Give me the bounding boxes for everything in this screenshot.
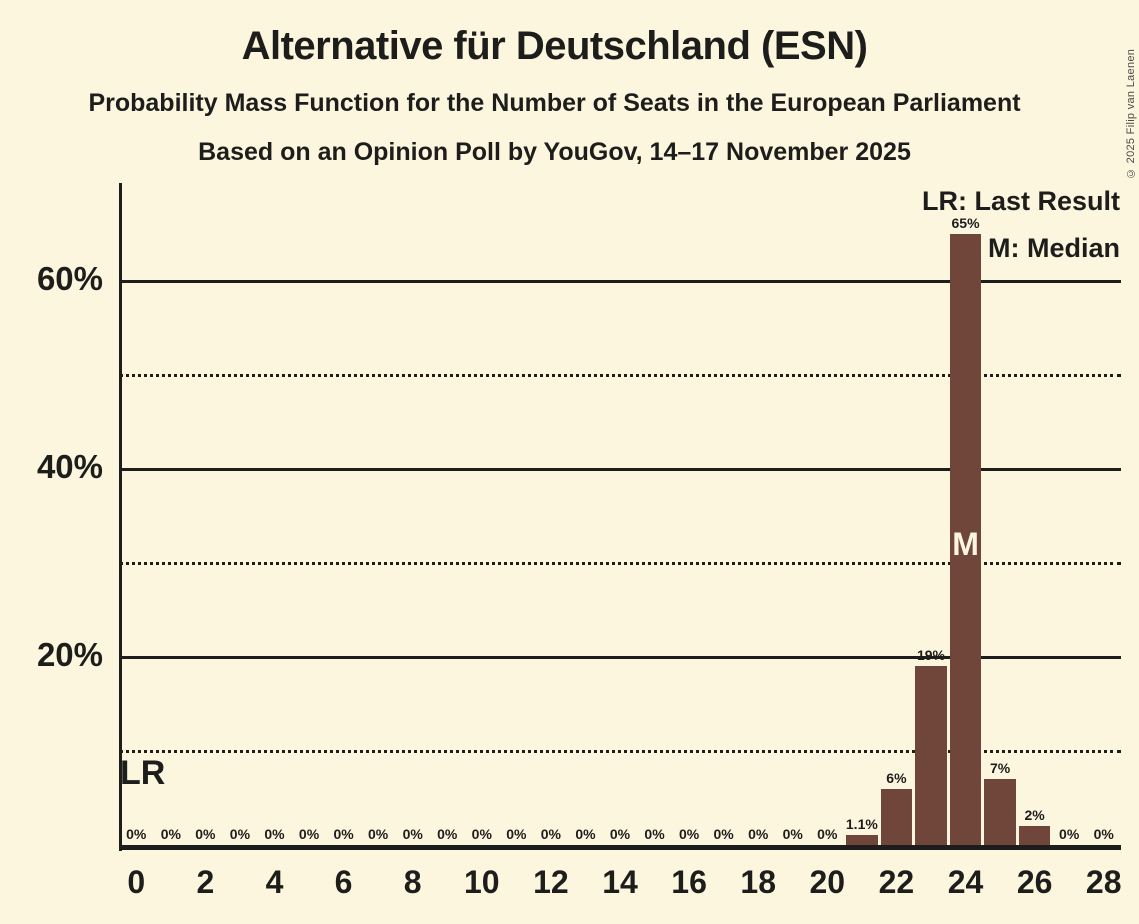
legend-median: M: Median <box>988 233 1120 263</box>
bar-value-label: 1.1% <box>845 815 878 832</box>
last-result-marker: LR <box>120 753 166 792</box>
chart-title: Alternative für Deutschland (ESN) <box>241 24 868 68</box>
x-tick-label: 12 <box>533 864 569 900</box>
bar-value-label: 65% <box>951 215 980 231</box>
minor-gridline <box>119 562 1121 565</box>
x-tick-label: 4 <box>265 864 284 900</box>
x-tick-label: 28 <box>1085 864 1122 900</box>
x-tick-label: 0 <box>127 864 146 900</box>
x-tick-label: 10 <box>463 864 500 900</box>
chart-subtitle: Probability Mass Function for the Number… <box>88 89 1021 117</box>
x-tick-label: 2 <box>196 864 215 900</box>
bar-value-label: 0% <box>1059 826 1080 842</box>
minor-gridline <box>119 750 1121 753</box>
x-tick-label: 14 <box>602 864 638 900</box>
median-marker: M <box>952 526 979 563</box>
x-tick-label: 22 <box>878 864 915 900</box>
x-tick-label: 6 <box>334 864 353 900</box>
bar-value-label: 0% <box>1093 826 1114 842</box>
x-tick-label: 26 <box>1016 864 1053 900</box>
bar-value-label: 0% <box>437 826 458 842</box>
major-gridline <box>119 280 1121 283</box>
bar-value-label: 0% <box>126 826 147 842</box>
major-gridline <box>119 656 1121 659</box>
bar-value-label: 6% <box>886 769 907 786</box>
bar-value-label: 0% <box>540 826 561 842</box>
bar-value-label: 19% <box>916 647 945 664</box>
x-tick-label: 16 <box>671 864 707 900</box>
major-gridline <box>119 468 1121 471</box>
bar-value-label: 0% <box>368 826 389 842</box>
bar-value-label: 0% <box>609 826 631 842</box>
bar <box>915 666 947 845</box>
x-tick-label: 24 <box>947 864 984 900</box>
bar-value-label: 0% <box>160 826 181 842</box>
bar-value-label: 0% <box>748 826 769 842</box>
x-axis-line <box>119 845 1121 850</box>
bar <box>949 234 982 845</box>
bar-value-label: 0% <box>817 826 838 842</box>
x-tick-label: 8 <box>403 864 422 900</box>
y-axis-line <box>119 183 122 851</box>
bar <box>984 779 1016 845</box>
bar-value-label: 0% <box>471 826 492 842</box>
poll-info-subtitle: Based on an Opinion Poll by YouGov, 14–1… <box>198 138 911 166</box>
minor-gridline <box>119 374 1121 377</box>
bar <box>1018 826 1051 845</box>
y-tick-label: 40% <box>36 448 103 485</box>
bar-value-label: 0% <box>506 826 527 842</box>
bar-value-label: 0% <box>333 826 354 842</box>
bar-value-label: 0% <box>402 826 423 842</box>
bar-value-label: 0% <box>713 826 734 842</box>
x-tick-label: 20 <box>809 864 846 900</box>
y-tick-label: 20% <box>36 636 103 673</box>
bar <box>880 788 913 845</box>
y-tick-label: 60% <box>36 260 103 297</box>
bar-value-label: 0% <box>229 826 251 842</box>
bar-value-label: 0% <box>298 826 320 842</box>
bar-value-label: 0% <box>575 826 596 842</box>
bar-value-label: 0% <box>644 826 665 842</box>
x-tick-label: 18 <box>740 864 776 900</box>
bar-value-label: 7% <box>989 760 1011 777</box>
bar-value-label: 0% <box>264 826 285 842</box>
bar-value-label: 2% <box>1024 807 1045 824</box>
bar <box>846 834 878 845</box>
bar-value-label: 0% <box>678 826 700 842</box>
legend-last-result: LR: Last Result <box>921 186 1120 216</box>
bar-value-label: 0% <box>782 826 803 842</box>
bar-value-label: 0% <box>195 826 216 842</box>
